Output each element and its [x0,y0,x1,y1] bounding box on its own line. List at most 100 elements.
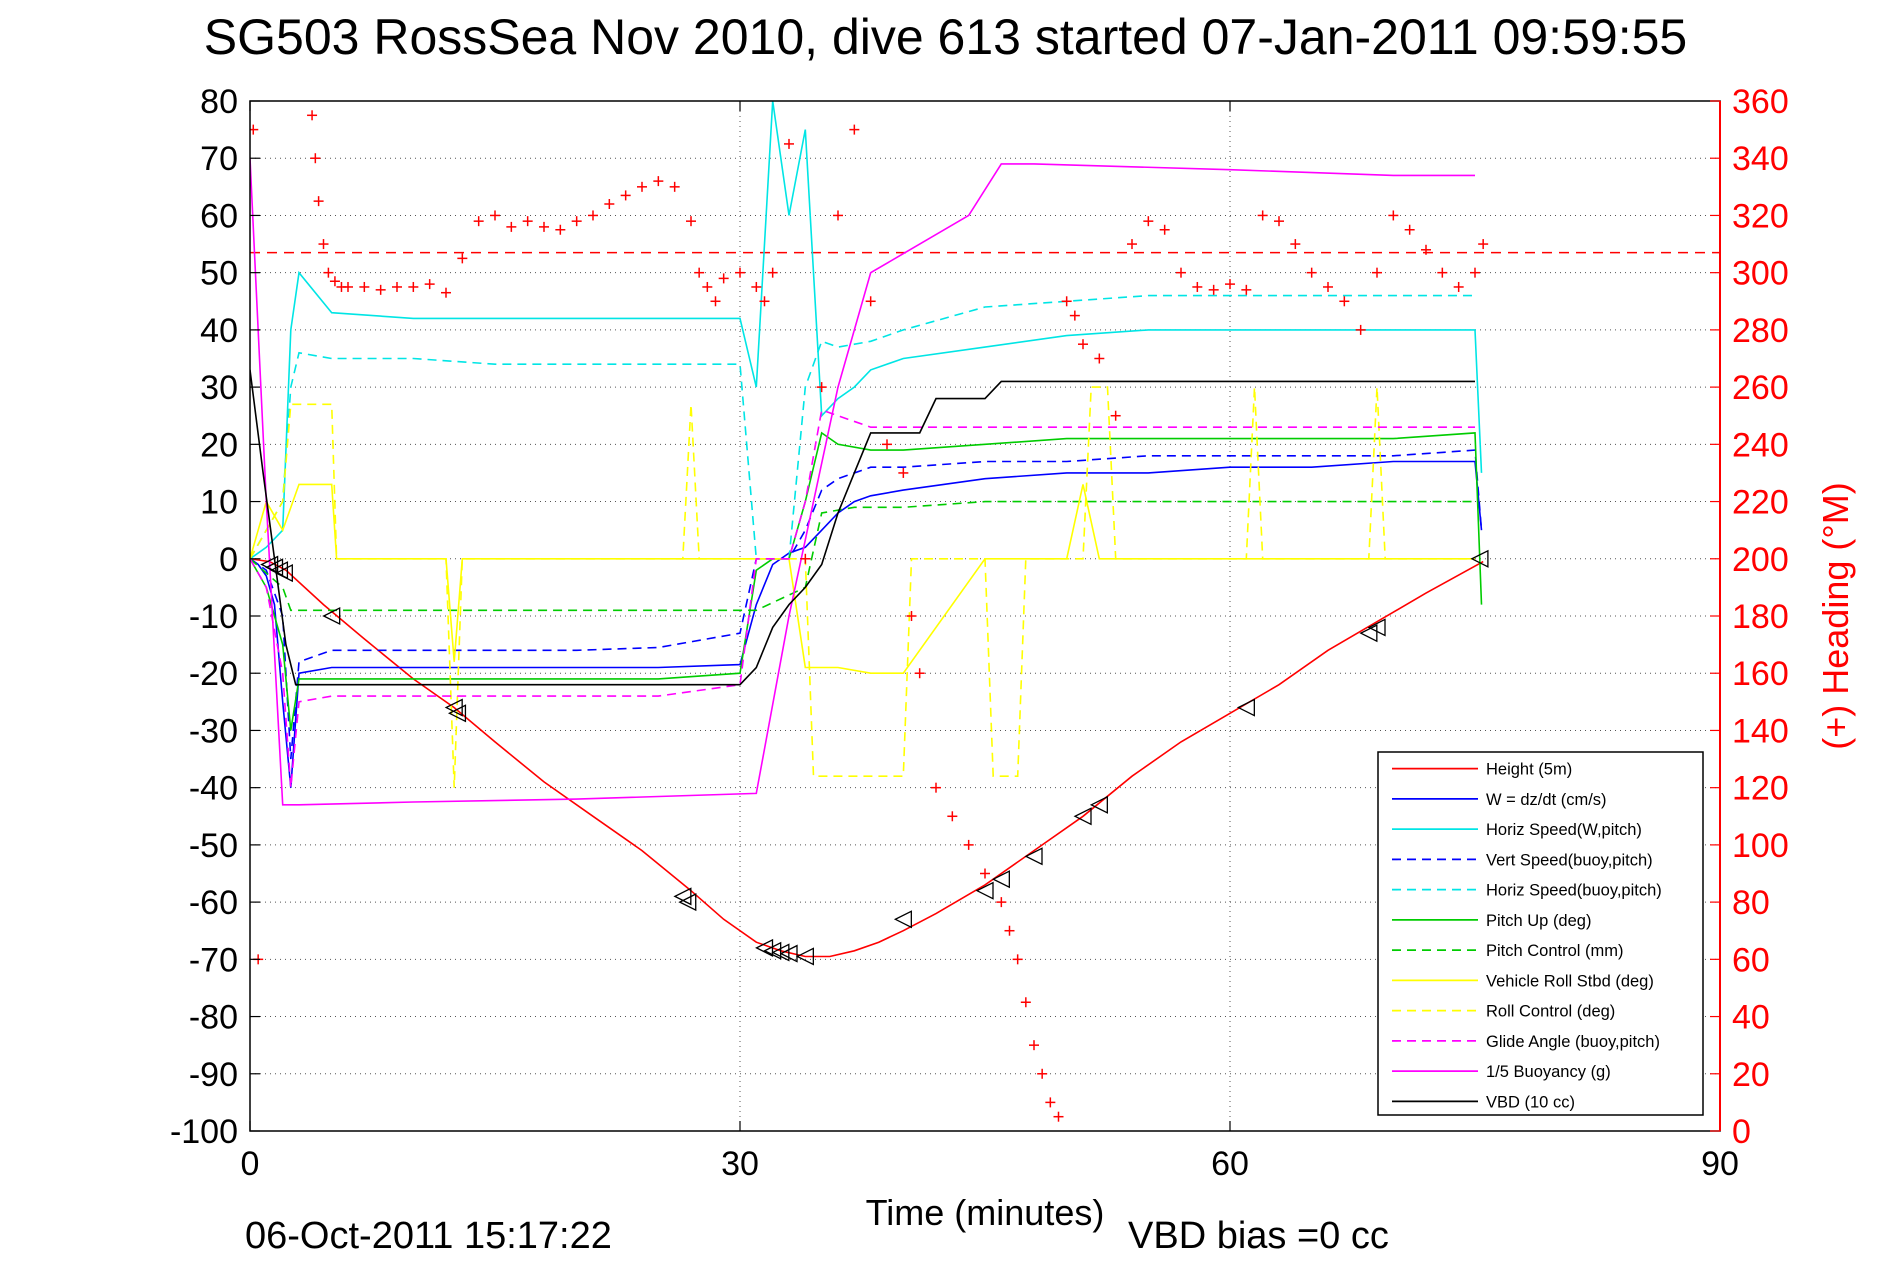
y2-tick-label: 20 [1732,1056,1770,1094]
series-line-1 [250,558,1484,958]
legend-label: Pitch Up (deg) [1486,912,1591,930]
heading-marker [343,281,353,292]
heading-marker [882,439,892,450]
depth-marker [755,938,774,957]
y2-tick-label: 0 [1732,1113,1751,1151]
series-line-7 [250,500,1475,612]
y-tick-label: -70 [189,941,238,979]
y-tick-label: -40 [189,770,238,808]
heading-marker [865,296,876,307]
y-tick-label: 10 [200,484,238,522]
heading-marker [1323,281,1333,292]
heading-marker [849,124,860,135]
heading-marker [359,281,370,292]
y2-tick-label: 300 [1732,255,1789,293]
heading-marker [1020,997,1031,1008]
x-tick-label: 30 [721,1145,759,1183]
heading-marker [833,210,843,221]
depth-marker [763,941,782,960]
depth-marker [1089,795,1108,814]
legend-box [1377,751,1704,1116]
heading-marker [375,284,386,295]
depth-marker [771,943,790,962]
heading-marker [1372,267,1382,278]
y-tick-label: 50 [200,255,238,293]
heading-marker [620,190,631,201]
y2-tick-label: 200 [1732,541,1789,579]
series-line-9 [250,386,1475,788]
heading-marker [490,210,500,221]
heading-marker [323,267,334,278]
heading-marker [1257,210,1268,221]
y-tick-label: 60 [200,197,238,235]
heading-marker [710,296,721,307]
depth-marker [447,704,467,723]
heading-marker [669,181,680,192]
legend-label: Height (5m) [1486,761,1572,779]
heading-marker [1274,216,1284,227]
y2-tick-label: 120 [1732,770,1789,808]
y-tick-label: 30 [200,369,238,407]
series-layer [250,101,1720,958]
vbd-bias-note: VBD bias =0 cc [1128,1215,1389,1257]
depth-marker [274,564,293,583]
legend-label: VBD (10 cc) [1486,1093,1575,1111]
depth-marker [779,944,798,963]
heading-marker [1127,239,1137,250]
heading-marker [1355,324,1366,335]
series-line-6 [250,431,1483,731]
y-tick-label: 70 [200,140,238,178]
heading-marker [1159,224,1170,235]
heading-marker [1110,410,1121,421]
heading-marker [318,239,329,250]
heading-marker [653,176,664,187]
heading-marker [931,782,941,793]
series-line-2 [250,460,1483,788]
heading-marker [329,276,340,287]
heading-marker [250,124,259,135]
heading-marker [1478,239,1489,250]
heading-marker [1225,279,1235,290]
heading-marker [816,382,827,393]
heading-marker [1037,1068,1048,1079]
heading-marker [506,221,517,232]
depth-marker [991,870,1010,889]
depth-marker [673,887,692,906]
y-tick-label: -80 [189,999,238,1037]
y2-tick-label: 160 [1732,655,1789,693]
depth-marker [1024,847,1043,866]
heading-marker [1004,925,1015,936]
heading-marker [1176,267,1186,278]
legend-label: Glide Angle (buoy,pitch) [1486,1033,1660,1051]
depth-marker [795,947,814,966]
legend-label: 1/5 Buoyancy (g) [1486,1063,1611,1081]
heading-marker [457,253,468,264]
heading-marker [424,279,435,290]
y-tick-label: -50 [189,827,238,865]
y-tick-label: -30 [189,712,238,750]
heading-marker [307,110,318,121]
heading-marker [963,839,974,850]
heading-marker [637,181,647,192]
legend-label: Roll Control (deg) [1486,1003,1615,1021]
depth-marker [1236,698,1255,717]
y2-tick-label: 240 [1732,426,1789,464]
legend: Height (5m) W = dz/dt (cm/s) Horiz Speed(W… [1377,751,1704,1116]
heading-marker [310,153,321,164]
ticks: 0 30 60 9080706050403020100-10-20-30-40-50-… [170,83,1789,1183]
heading-marker [1045,1097,1056,1108]
y2-tick-label: 100 [1732,827,1789,865]
legend-label: Horiz Speed(buoy,pitch) [1486,882,1662,900]
depth-marker [975,881,994,900]
heading-marker [1061,296,1072,307]
heading-marker [767,267,778,278]
y2-tick-label: 320 [1732,197,1789,235]
heading-marker [1421,244,1431,255]
y-tick-label: -100 [170,1113,238,1151]
chart-title: SG503 RossSea Nov 2010, dive 613 started… [203,9,1688,65]
y-tick-label: -90 [189,1056,238,1094]
y-tick-label: 40 [200,312,238,350]
series-line-4 [250,449,1483,760]
legend-label: Vehicle Roll Stbd (deg) [1486,972,1654,990]
heading-marker [686,216,696,227]
